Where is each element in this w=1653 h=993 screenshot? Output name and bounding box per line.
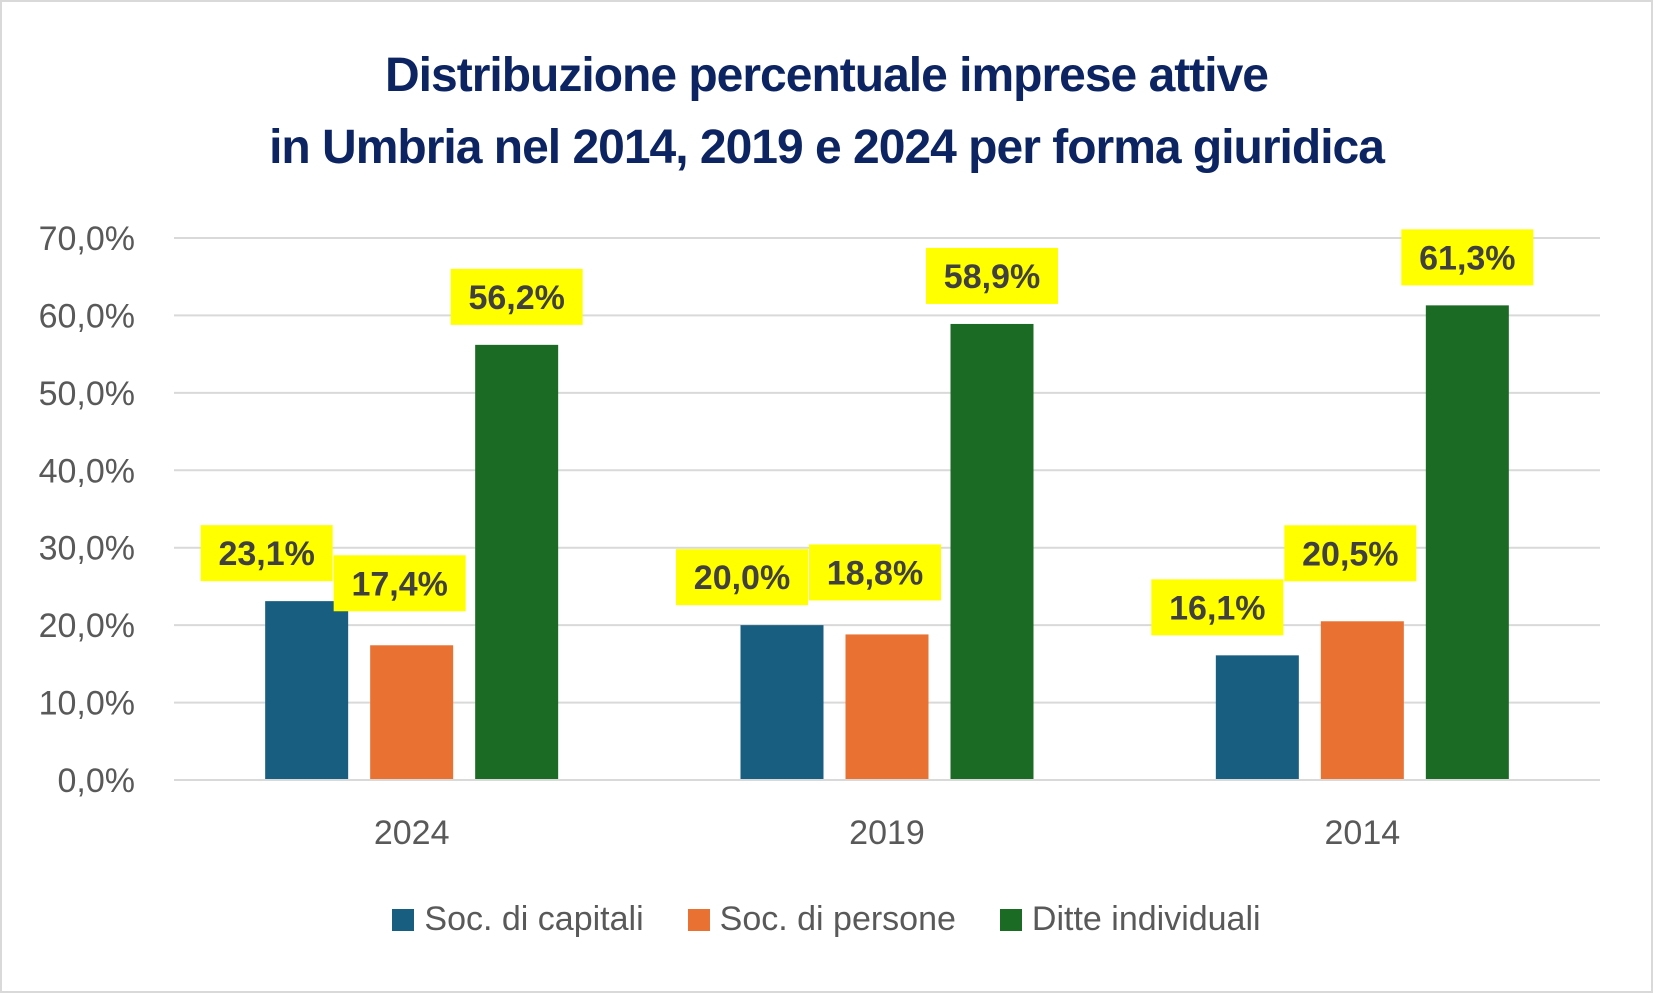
legend: Soc. di capitali Soc. di persone Ditte i… bbox=[0, 900, 1653, 939]
data-label-bg bbox=[200, 525, 333, 582]
data-label: 58,9% bbox=[944, 258, 1040, 296]
legend-swatch bbox=[687, 908, 710, 931]
bar bbox=[1320, 621, 1404, 780]
bar bbox=[1215, 655, 1299, 780]
data-label: 20,0% bbox=[694, 559, 790, 597]
data-label-bg bbox=[450, 268, 583, 325]
data-label: 16,1% bbox=[1169, 589, 1265, 627]
bar bbox=[1425, 305, 1509, 780]
legend-swatch bbox=[999, 908, 1022, 931]
data-label-bg bbox=[1151, 579, 1284, 636]
bar bbox=[740, 625, 824, 780]
bar bbox=[950, 323, 1034, 780]
data-label: 18,8% bbox=[827, 554, 923, 592]
legend-label: Ditte individuali bbox=[1031, 900, 1261, 938]
y-tick-label: 20,0% bbox=[39, 607, 135, 645]
data-label-bg bbox=[1284, 525, 1417, 582]
legend-label: Soc. di persone bbox=[719, 900, 956, 938]
data-label-bg bbox=[926, 247, 1058, 304]
bar bbox=[475, 344, 559, 780]
data-label: 20,5% bbox=[1302, 535, 1398, 573]
y-tick-label: 30,0% bbox=[39, 530, 135, 568]
y-tick-label: 10,0% bbox=[39, 685, 135, 723]
y-tick-label: 70,0% bbox=[39, 220, 135, 258]
data-label: 23,1% bbox=[218, 535, 314, 573]
data-label-bg bbox=[809, 544, 941, 601]
x-tick-label: 2024 bbox=[374, 814, 450, 852]
chart-title: Distribuzione percentuale imprese attive… bbox=[0, 40, 1653, 184]
legend-label: Soc. di capitali bbox=[424, 900, 644, 938]
legend-item-soc-capitali[interactable]: Soc. di capitali bbox=[392, 900, 644, 939]
legend-swatch bbox=[392, 908, 415, 931]
y-tick-label: 0,0% bbox=[58, 762, 136, 800]
y-tick-label: 50,0% bbox=[39, 375, 135, 413]
data-label-bg bbox=[676, 549, 808, 606]
chart-title-line-2: in Umbria nel 2014, 2019 e 2024 per form… bbox=[269, 121, 1385, 174]
y-tick-label: 60,0% bbox=[39, 297, 135, 335]
y-tick-label: 40,0% bbox=[39, 452, 135, 490]
data-label: 61,3% bbox=[1419, 239, 1515, 277]
bar bbox=[370, 645, 454, 780]
chart-title-line-1: Distribuzione percentuale imprese attive bbox=[385, 49, 1269, 102]
data-label-bg bbox=[333, 555, 466, 612]
x-tick-label: 2019 bbox=[849, 814, 925, 852]
bar bbox=[265, 601, 349, 780]
data-label: 56,2% bbox=[468, 279, 564, 317]
legend-item-soc-persone[interactable]: Soc. di persone bbox=[687, 900, 956, 939]
data-label: 17,4% bbox=[351, 565, 447, 603]
legend-item-ditte-individuali[interactable]: Ditte individuali bbox=[999, 900, 1261, 939]
bar bbox=[845, 634, 929, 780]
data-label-bg bbox=[1401, 229, 1534, 286]
x-tick-label: 2014 bbox=[1325, 814, 1401, 852]
